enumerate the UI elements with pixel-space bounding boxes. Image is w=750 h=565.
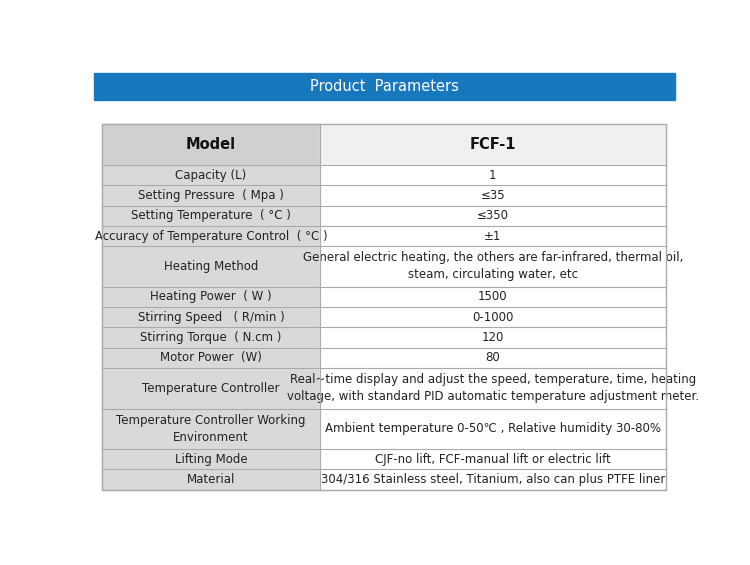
Bar [103, 327, 320, 347]
Text: 80: 80 [485, 351, 500, 364]
Text: Product  Parameters: Product Parameters [310, 80, 459, 94]
Text: ≤35: ≤35 [481, 189, 506, 202]
Bar [320, 327, 666, 347]
Bar [320, 307, 666, 327]
Bar [103, 165, 320, 185]
Bar [320, 165, 666, 185]
Bar [103, 408, 320, 449]
Text: Capacity (L): Capacity (L) [176, 168, 247, 181]
Text: Temperature Controller Working
Environment: Temperature Controller Working Environme… [116, 414, 306, 444]
Bar [103, 449, 320, 470]
Bar [320, 185, 666, 206]
Bar [320, 287, 666, 307]
Bar [320, 246, 666, 287]
Bar [103, 287, 320, 307]
Bar [103, 246, 320, 287]
Text: Real~time display and adjust the speed, temperature, time, heating
voltage, with: Real~time display and adjust the speed, … [286, 373, 699, 403]
Text: Setting Pressure  ( Mpa ): Setting Pressure ( Mpa ) [138, 189, 284, 202]
Text: ±1: ±1 [484, 229, 502, 242]
Text: Model: Model [186, 137, 236, 152]
Bar [320, 408, 666, 449]
Bar [103, 368, 320, 408]
Bar [103, 307, 320, 327]
Bar [103, 206, 320, 226]
Text: Heating Method: Heating Method [164, 260, 258, 273]
Bar [103, 470, 320, 490]
Text: FCF-1: FCF-1 [470, 137, 516, 152]
Bar [320, 449, 666, 470]
Text: 1: 1 [489, 168, 496, 181]
Text: 304/316 Stainless steel, Titanium, also can plus PTFE liner: 304/316 Stainless steel, Titanium, also … [321, 473, 665, 486]
Text: Setting Temperature  ( °C ): Setting Temperature ( °C ) [131, 209, 291, 222]
Bar [103, 226, 320, 246]
Bar [320, 368, 666, 408]
Text: Stirring Speed   ( R/min ): Stirring Speed ( R/min ) [138, 311, 284, 324]
Text: Ambient temperature 0-50℃ , Relative humidity 30-80%: Ambient temperature 0-50℃ , Relative hum… [325, 423, 661, 436]
Bar [103, 185, 320, 206]
Text: Heating Power  ( W ): Heating Power ( W ) [150, 290, 272, 303]
Text: 1500: 1500 [478, 290, 508, 303]
Text: Lifting Mode: Lifting Mode [175, 453, 248, 466]
Text: Accuracy of Temperature Control  ( °C ): Accuracy of Temperature Control ( °C ) [94, 229, 327, 242]
Text: CJF-no lift, FCF-manual lift or electric lift: CJF-no lift, FCF-manual lift or electric… [375, 453, 610, 466]
Bar [320, 347, 666, 368]
Text: Material: Material [187, 473, 236, 486]
Bar [103, 347, 320, 368]
Bar [320, 124, 666, 165]
Bar [94, 73, 675, 101]
Bar [320, 226, 666, 246]
Text: ≤350: ≤350 [477, 209, 509, 222]
Text: 120: 120 [482, 331, 504, 344]
Bar [320, 206, 666, 226]
Text: General electric heating, the others are far-infrared, thermal oil,
steam, circu: General electric heating, the others are… [303, 251, 683, 281]
Bar [320, 470, 666, 490]
Text: Motor Power  (W): Motor Power (W) [160, 351, 262, 364]
Text: Stirring Torque  ( N.cm ): Stirring Torque ( N.cm ) [140, 331, 282, 344]
Text: Temperature Controller: Temperature Controller [142, 382, 280, 395]
Bar [103, 124, 320, 165]
Text: 0-1000: 0-1000 [472, 311, 514, 324]
Bar [103, 124, 666, 490]
